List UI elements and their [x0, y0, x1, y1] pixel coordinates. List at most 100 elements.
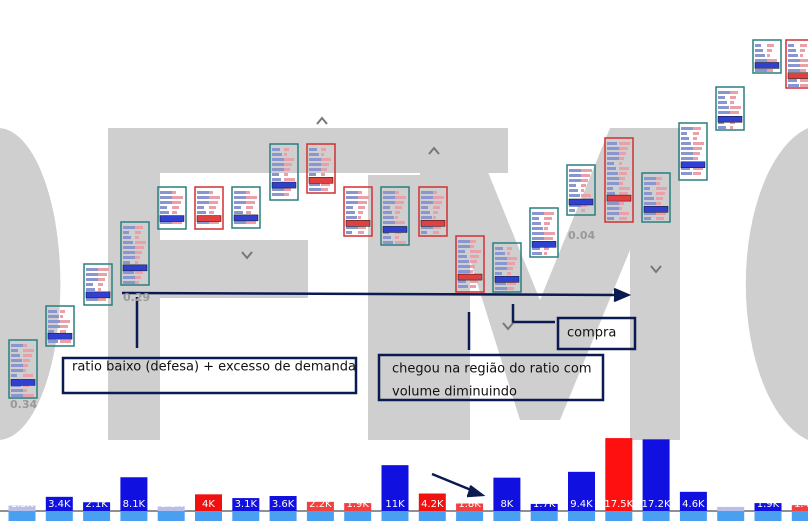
candle-row: [11, 359, 22, 362]
candle-row: [23, 344, 27, 347]
candle-row: [656, 217, 664, 220]
candle-row: [284, 163, 292, 166]
candle-row: [581, 189, 584, 192]
candle-row: [98, 268, 109, 271]
candle-row: [693, 137, 697, 140]
candle-box: [269, 143, 299, 201]
volume-base: [642, 512, 670, 521]
candle-row: [619, 182, 623, 185]
candle-row: [135, 246, 144, 249]
candle-row: [569, 169, 581, 172]
candle-row: [718, 106, 729, 109]
candle-row: [209, 206, 216, 209]
candle-row: [123, 256, 139, 259]
volume-label: 4K: [202, 499, 215, 510]
candle-row: [321, 148, 326, 151]
candle-row: [495, 247, 503, 250]
candle-row: [421, 196, 435, 199]
candle-row: [421, 231, 427, 234]
candle-poc: [308, 177, 334, 184]
candle-row: [246, 191, 250, 194]
candle-box: [785, 39, 808, 89]
candle-row: [800, 44, 807, 47]
candle-row: [272, 178, 281, 181]
candle-row: [495, 257, 507, 260]
annotation: volume diminuindo: [392, 385, 517, 400]
candle-row: [581, 184, 586, 187]
candle-row: [569, 184, 576, 187]
candle-row: [693, 167, 703, 170]
candle-row: [788, 59, 800, 62]
volume-bar: [642, 439, 670, 511]
candle-row: [619, 202, 624, 205]
candle-row: [619, 192, 628, 195]
candle-row: [346, 226, 361, 229]
candle-row: [718, 121, 724, 124]
candle-row: [433, 226, 441, 229]
candle-row: [11, 369, 26, 372]
volume-label: 17.5K: [604, 499, 633, 510]
candle-row: [619, 217, 627, 220]
candle-row: [693, 142, 704, 145]
candle-row: [656, 202, 661, 205]
candle-row: [123, 236, 131, 239]
candle-row: [48, 320, 61, 323]
candle-row: [607, 172, 618, 175]
candle-row: [619, 162, 622, 165]
candle-row: [644, 217, 651, 220]
candle-row: [346, 216, 357, 219]
volume-base: [344, 512, 372, 521]
ratio-label: 0.34: [10, 398, 37, 411]
candle-row: [383, 211, 392, 214]
candle-row: [123, 251, 137, 254]
candle-row: [309, 148, 317, 151]
volume-label: 1.9K: [346, 499, 369, 510]
candle-row: [358, 201, 367, 204]
candle-row: [470, 240, 476, 243]
candle-row: [470, 270, 473, 273]
candle-row: [755, 49, 763, 52]
candle-row: [544, 212, 554, 215]
volume-base: [120, 512, 148, 521]
volume-bar: [754, 503, 782, 511]
candle-row: [284, 168, 290, 171]
candle-row: [458, 240, 472, 243]
volume-label: 1.3K: [11, 499, 34, 510]
volume-label: 17.2K: [642, 499, 671, 510]
candle-row: [693, 147, 702, 150]
candle-row: [284, 188, 291, 191]
candle-row: [581, 194, 591, 197]
candle-row: [383, 236, 391, 239]
candle-row: [569, 174, 583, 177]
candle-row: [656, 197, 663, 200]
volume-base: [45, 512, 73, 521]
candle-box: [455, 235, 485, 293]
candle-row: [619, 152, 626, 155]
candle-box: [752, 39, 782, 74]
candle-row: [507, 267, 513, 270]
candle-row: [495, 287, 508, 290]
volume-base: [679, 512, 707, 521]
candle-row: [172, 196, 183, 199]
volume-label: 4.2K: [421, 499, 444, 510]
candle-row: [495, 282, 506, 285]
candle-row: [395, 221, 405, 224]
candle-row: [284, 173, 288, 176]
candle-row: [346, 211, 355, 214]
candle-row: [470, 255, 479, 258]
candle-row: [60, 310, 65, 313]
candle-row: [619, 207, 622, 210]
volume-label: 1.4K: [794, 499, 808, 510]
candle-row: [395, 196, 406, 199]
candle-row: [730, 126, 733, 129]
candle-row: [532, 237, 547, 240]
candle-poc: [233, 214, 259, 222]
candle-row: [234, 191, 246, 194]
candle-row: [730, 121, 735, 124]
candle-row: [197, 201, 213, 204]
candle-row: [495, 272, 502, 275]
candle-row: [60, 325, 68, 328]
candle-row: [383, 241, 393, 244]
volume-base: [157, 512, 185, 521]
candle-poc: [196, 215, 222, 222]
